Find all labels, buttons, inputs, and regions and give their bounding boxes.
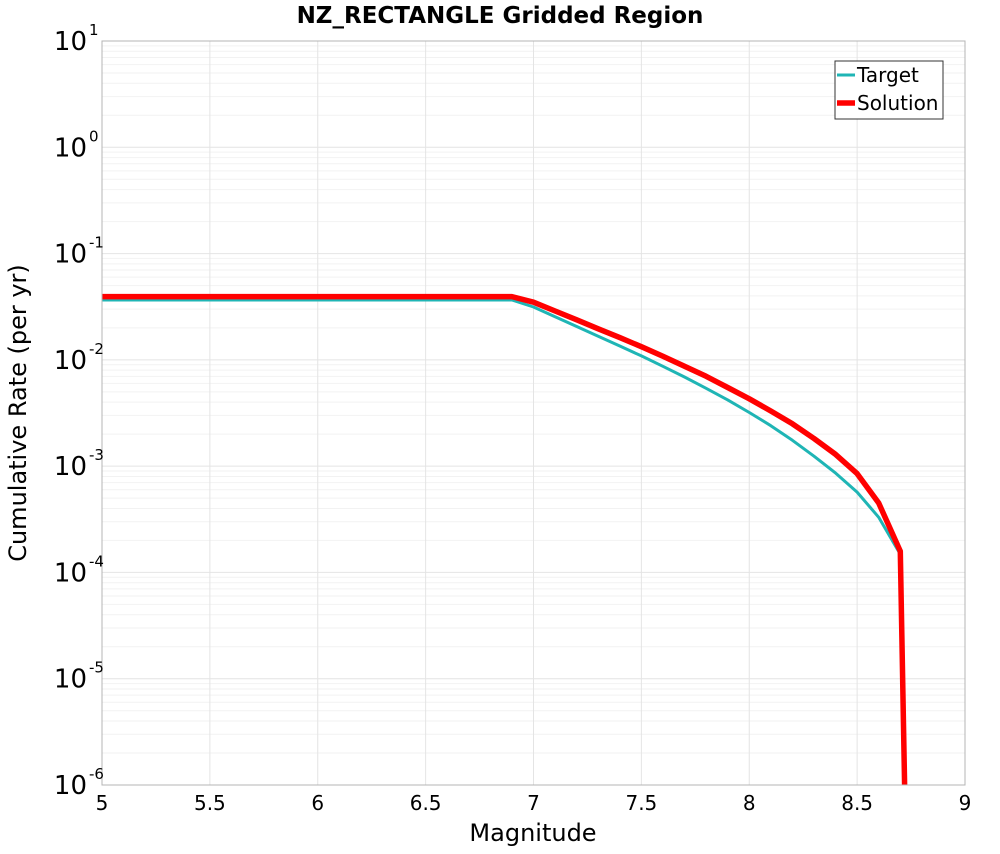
x-tick-label: 8.5: [841, 791, 873, 815]
y-axis-label: Cumulative Rate (per yr): [4, 264, 32, 562]
plot-frame: [101, 40, 966, 786]
x-tick-label: 6: [311, 791, 324, 815]
y-tick-exponent: 0: [89, 127, 99, 145]
y-tick-base: 10: [54, 665, 87, 695]
y-tick-exponent: -4: [89, 552, 104, 570]
y-tick-label: 10 -6: [54, 765, 104, 801]
legend-box: [834, 60, 944, 120]
y-tick-label: 10 0: [54, 127, 99, 163]
y-tick-label: 10 -3: [54, 446, 104, 482]
x-tick-label: 7.5: [625, 791, 657, 815]
legend: Target Solution: [834, 60, 944, 120]
y-tick-label: 10 -5: [54, 659, 104, 695]
y-tick-label: 10 1: [54, 21, 99, 57]
y-tick-base: 10: [54, 27, 87, 57]
y-tick-exponent: -3: [89, 446, 104, 464]
x-tick-label: 8: [743, 791, 756, 815]
y-tick-exponent: -6: [89, 765, 104, 783]
x-tick-label: 7: [527, 791, 540, 815]
y-tick-base: 10: [54, 240, 87, 270]
plot-area: [102, 293, 908, 786]
legend-label-solution: Solution: [857, 91, 938, 115]
y-tick-base: 10: [54, 558, 87, 588]
y-tick-label: 10 -4: [54, 552, 104, 588]
y-tick-base: 10: [54, 133, 87, 163]
series-line-solution: [102, 293, 908, 786]
y-tick-exponent: -1: [89, 234, 104, 252]
x-axis-ticks: 5 5.5 6 6.5 7 7.5 8 8.5 9: [96, 791, 972, 815]
y-tick-base: 10: [54, 771, 87, 801]
legend-label-target: Target: [856, 63, 919, 87]
series-line-target: [102, 298, 902, 556]
y-tick-label: 10 -2: [54, 340, 104, 376]
y-tick-exponent: -2: [89, 340, 104, 358]
y-tick-exponent: 1: [89, 21, 99, 39]
x-axis-label: Magnitude: [469, 819, 596, 847]
grid: [101, 40, 966, 786]
chart-title: NZ_RECTANGLE Gridded Region: [297, 3, 704, 29]
y-tick-base: 10: [54, 346, 87, 376]
x-tick-label: 6.5: [410, 791, 442, 815]
y-tick-exponent: -5: [89, 659, 104, 677]
x-tick-label: 5.5: [194, 791, 226, 815]
x-tick-label: 9: [959, 791, 972, 815]
y-tick-label: 10 -1: [54, 234, 104, 270]
x-tick-label: 5: [96, 791, 109, 815]
y-tick-base: 10: [54, 452, 87, 482]
